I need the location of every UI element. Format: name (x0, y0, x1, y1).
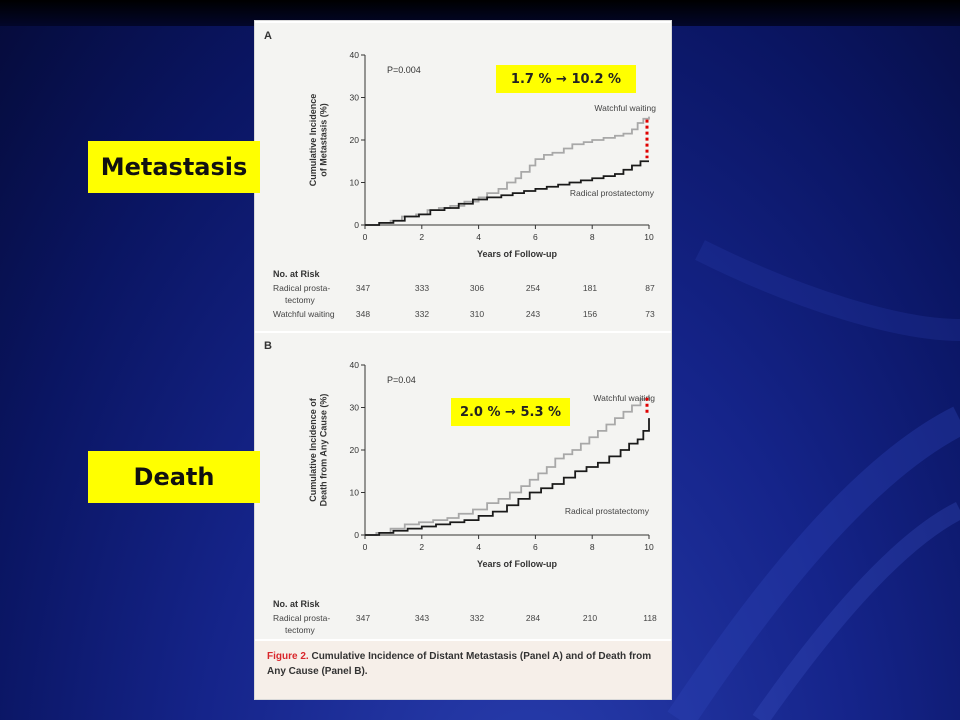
risk-value-radical: 284 (526, 613, 540, 623)
risk-row-radical-label-2: tectomy (285, 625, 316, 635)
risk-value-watchful: 332 (415, 309, 429, 319)
x-axis-label: Years of Follow-up (477, 559, 558, 569)
x-axis-label: Years of Follow-up (477, 249, 558, 259)
risk-value-watchful: 73 (645, 309, 655, 319)
series-watchful-waiting (365, 116, 650, 226)
x-tick-label: 0 (363, 232, 368, 242)
series-label-watchful-waiting: Watchful waiting (594, 103, 656, 113)
risk-value-radical: 118 (643, 613, 657, 623)
p-value: P=0.04 (387, 375, 416, 385)
risk-row-radical-label-2: tectomy (285, 295, 316, 305)
risk-value-watchful: 243 (526, 309, 540, 319)
figure-caption: Figure 2. Cumulative Incidence of Distan… (255, 641, 671, 699)
risk-value-radical: 254 (526, 283, 540, 293)
callout-panel-b: 2.0 % → 5.3 % (451, 398, 570, 426)
series-radical-prostatectomy (365, 160, 649, 226)
series-watchful-waiting (365, 394, 650, 536)
risk-value-radical: 343 (415, 613, 429, 623)
label-death: Death (88, 451, 260, 503)
series-radical-prostatectomy (365, 418, 650, 536)
series-label-watchful-waiting: Watchful waiting (593, 393, 655, 403)
x-tick-label: 10 (644, 542, 654, 552)
panel-b-chart: B 0 10 20 30 40 0 2 4 6 8 10 Cumulative Incidence of… (264, 340, 657, 649)
series-label-radical-prostatectomy: Radical prostatectomy (570, 188, 655, 198)
risk-value-radical: 347 (356, 283, 370, 293)
x-tick-label: 2 (419, 542, 424, 552)
risk-value-radical: 347 (356, 613, 370, 623)
y-tick-label: 20 (350, 135, 360, 145)
y-tick-label: 10 (350, 488, 360, 498)
y-tick-label: 10 (350, 178, 360, 188)
risk-value-radical: 332 (470, 613, 484, 623)
caption-text: Cumulative Incidence of Distant Metastas… (267, 651, 652, 677)
y-tick-label: 0 (354, 530, 359, 540)
panel-b: B 0 10 20 30 40 0 2 4 6 8 10 Cumulative Incidence of… (255, 333, 671, 649)
callout-panel-a: 1.7 % → 10.2 % (496, 65, 636, 93)
y-tick-label: 30 (350, 93, 360, 103)
risk-value-radical: 87 (645, 283, 655, 293)
risk-value-radical: 306 (470, 283, 484, 293)
x-tick-label: 6 (533, 232, 538, 242)
risk-row-radical-label: Radical prosta- (273, 613, 330, 623)
y-tick-label: 30 (350, 403, 360, 413)
risk-value-radical: 181 (583, 283, 597, 293)
y-tick-label: 0 (354, 220, 359, 230)
y-tick-label: 40 (350, 360, 360, 370)
y-axis-label: Cumulative Incidenceof Metastasis (%) (308, 94, 328, 187)
x-tick-label: 2 (419, 232, 424, 242)
x-tick-label: 10 (644, 232, 654, 242)
x-tick-label: 4 (476, 232, 481, 242)
risk-header: No. at Risk (273, 269, 321, 279)
y-axis-label: Cumulative Incidence ofDeath from Any Ca… (308, 394, 328, 507)
x-tick-label: 6 (533, 542, 538, 552)
risk-value-watchful: 310 (470, 309, 484, 319)
risk-value-watchful: 156 (583, 309, 597, 319)
panel-a-chart: A 0 10 20 30 40 0 2 4 6 8 10 Cumulative Incidenceof … (264, 30, 656, 319)
panel-letter: B (264, 340, 272, 352)
figure-card: A 0 10 20 30 40 0 2 4 6 8 10 Cumulative Incidenceof … (254, 20, 672, 700)
p-value: P=0.004 (387, 65, 421, 75)
x-tick-label: 8 (590, 232, 595, 242)
risk-header: No. at Risk (273, 599, 321, 609)
panel-letter: A (264, 30, 272, 42)
x-tick-label: 0 (363, 542, 368, 552)
x-tick-label: 4 (476, 542, 481, 552)
x-tick-label: 8 (590, 542, 595, 552)
risk-row-watchful-label: Watchful waiting (273, 309, 335, 319)
y-tick-label: 40 (350, 50, 360, 60)
series-label-radical-prostatectomy: Radical prostatectomy (565, 506, 650, 516)
risk-row-radical-label: Radical prosta- (273, 283, 330, 293)
risk-value-watchful: 348 (356, 309, 370, 319)
risk-value-radical: 333 (415, 283, 429, 293)
risk-value-radical: 210 (583, 613, 597, 623)
label-metastasis: Metastasis (88, 141, 260, 193)
caption-label: Figure 2. (267, 651, 309, 662)
y-tick-label: 20 (350, 445, 360, 455)
